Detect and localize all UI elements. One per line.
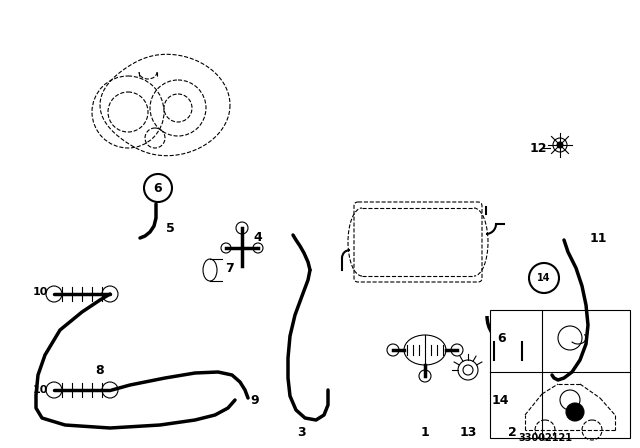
Text: 11: 11 (589, 232, 607, 245)
Circle shape (553, 138, 567, 152)
Text: 5: 5 (166, 221, 174, 234)
Circle shape (557, 142, 563, 148)
FancyBboxPatch shape (354, 202, 482, 282)
Text: 4: 4 (253, 231, 262, 244)
Text: 33002121: 33002121 (518, 433, 572, 443)
Text: 3: 3 (298, 426, 307, 439)
Text: 7: 7 (226, 262, 234, 275)
Text: 10: 10 (32, 287, 48, 297)
Bar (490, 310, 630, 438)
Circle shape (566, 403, 584, 421)
Text: 12: 12 (529, 142, 547, 155)
Text: 14: 14 (537, 273, 551, 283)
Text: 8: 8 (96, 363, 104, 376)
Text: 14: 14 (492, 393, 509, 406)
Text: 2: 2 (508, 426, 516, 439)
Text: 9: 9 (251, 393, 259, 406)
Text: 13: 13 (460, 426, 477, 439)
Text: 6: 6 (498, 332, 506, 345)
Text: 10: 10 (32, 385, 48, 395)
Text: 6: 6 (154, 181, 163, 194)
Text: 1: 1 (420, 426, 429, 439)
